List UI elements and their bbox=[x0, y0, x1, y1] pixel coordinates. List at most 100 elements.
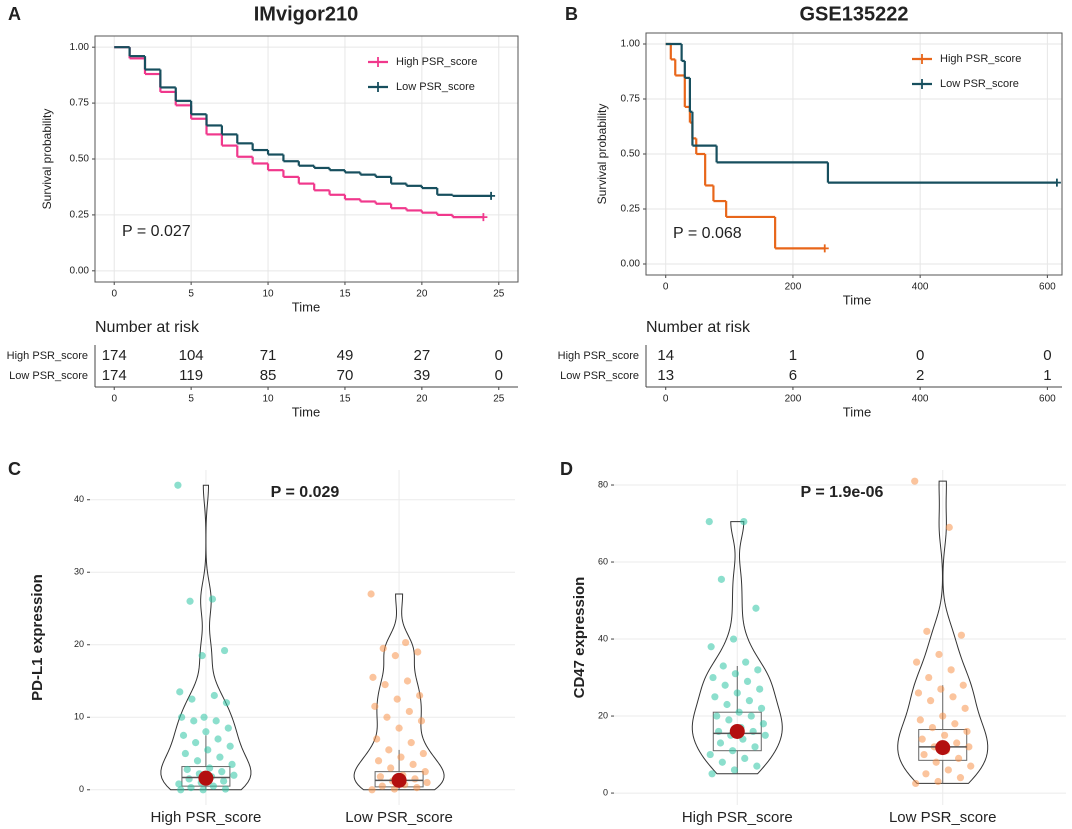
x-tick-label: 0 bbox=[111, 289, 117, 300]
jitter-point bbox=[935, 650, 943, 659]
jitter-point bbox=[717, 575, 726, 583]
jitter-point bbox=[186, 597, 194, 605]
risk-x-tick-label: 25 bbox=[493, 394, 505, 405]
x-tick-label: Low PSR_score bbox=[345, 809, 453, 826]
risk-x-tick-label: 0 bbox=[663, 394, 669, 405]
jitter-point bbox=[209, 782, 217, 790]
panel-label: C bbox=[8, 459, 21, 479]
chart-title: GSE135222 bbox=[800, 3, 909, 25]
x-tick-label: High PSR_score bbox=[150, 809, 261, 826]
jitter-point bbox=[175, 780, 183, 788]
y-tick-label: 0.00 bbox=[70, 265, 90, 276]
y-tick-label: 0 bbox=[79, 784, 84, 794]
y-tick-label: 30 bbox=[74, 567, 84, 577]
violin bbox=[160, 484, 252, 791]
jitter-point bbox=[745, 697, 754, 705]
jitter-point bbox=[761, 731, 769, 739]
jitter-point bbox=[947, 666, 955, 674]
panel-border bbox=[645, 32, 1063, 276]
jitter-point bbox=[416, 691, 424, 700]
jitter-point bbox=[393, 695, 401, 703]
jitter-point bbox=[741, 754, 749, 763]
x-tick-label: 10 bbox=[262, 289, 274, 300]
jitter-point bbox=[178, 713, 186, 721]
jitter-point bbox=[918, 735, 926, 743]
jitter-point bbox=[735, 708, 743, 716]
jitter-point bbox=[367, 590, 375, 598]
jitter-point bbox=[368, 786, 376, 794]
jitter-point bbox=[953, 739, 961, 747]
jitter-point bbox=[914, 689, 923, 697]
risk-count: 0 bbox=[495, 367, 503, 384]
jitter-point bbox=[391, 652, 399, 660]
jitter-point bbox=[409, 760, 417, 768]
x-tick-label: 400 bbox=[912, 282, 929, 293]
jitter-point bbox=[754, 666, 762, 674]
jitter-point bbox=[928, 724, 937, 732]
jitter-point bbox=[912, 779, 920, 788]
risk-count: 104 bbox=[179, 347, 204, 364]
jitter-point bbox=[208, 595, 217, 603]
risk-count: 70 bbox=[337, 367, 354, 384]
jitter-point bbox=[751, 743, 759, 751]
risk-count: 39 bbox=[414, 367, 431, 384]
jitter-point bbox=[713, 712, 721, 720]
y-tick-label: 40 bbox=[74, 494, 84, 504]
risk-row-label: High PSR_score bbox=[7, 350, 88, 362]
censor-mark bbox=[479, 213, 488, 222]
y-tick-label: 0.25 bbox=[70, 210, 90, 221]
jitter-point bbox=[753, 762, 761, 770]
x-axis-label: Time bbox=[292, 299, 320, 314]
y-axis-label: Survival probability bbox=[595, 104, 609, 205]
y-tick-label: 0.75 bbox=[70, 98, 90, 109]
mean-point bbox=[198, 770, 214, 786]
jitter-point bbox=[707, 643, 715, 651]
jitter-point bbox=[199, 786, 207, 794]
jitter-point bbox=[188, 695, 196, 703]
jitter-point bbox=[187, 783, 195, 792]
panel-label: D bbox=[560, 459, 573, 479]
jitter-point bbox=[730, 766, 739, 774]
y-axis-label: CD47 expression bbox=[571, 577, 588, 699]
jitter-point bbox=[740, 517, 748, 526]
x-tick-label: High PSR_score bbox=[682, 809, 793, 826]
jitter-point bbox=[719, 662, 727, 670]
jitter-point bbox=[379, 644, 387, 652]
jitter-point bbox=[729, 747, 737, 755]
y-tick-label: 0.50 bbox=[621, 149, 641, 160]
jitter-point bbox=[206, 764, 214, 772]
jitter-point bbox=[190, 717, 198, 725]
jitter-point bbox=[949, 693, 957, 701]
jitter-point bbox=[373, 735, 381, 743]
jitter-point bbox=[387, 764, 395, 772]
jitter-point bbox=[725, 716, 733, 724]
jitter-point bbox=[411, 775, 419, 783]
y-tick-label: 10 bbox=[74, 712, 84, 722]
jitter-point bbox=[220, 777, 228, 785]
risk-x-axis-label: Time bbox=[843, 404, 871, 419]
risk-row-label: High PSR_score bbox=[558, 350, 639, 362]
annotation: P = 0.068 bbox=[673, 225, 742, 242]
jitter-point bbox=[397, 753, 405, 761]
jitter-point bbox=[395, 724, 403, 732]
y-tick-label: 1.00 bbox=[621, 39, 641, 50]
jitter-point bbox=[204, 746, 212, 754]
risk-count: 174 bbox=[102, 347, 127, 364]
jitter-point bbox=[752, 604, 760, 612]
risk-title: Number at risk bbox=[95, 319, 200, 336]
jitter-point bbox=[226, 742, 234, 750]
jitter-point bbox=[757, 704, 766, 712]
jitter-point bbox=[932, 758, 940, 766]
x-tick-label: 600 bbox=[1039, 282, 1056, 293]
jitter-point bbox=[374, 757, 383, 765]
jitter-point bbox=[706, 750, 714, 759]
risk-row-label: Low PSR_score bbox=[9, 370, 88, 382]
jitter-point bbox=[731, 670, 740, 678]
jitter-point bbox=[402, 638, 410, 647]
jitter-point bbox=[423, 778, 431, 787]
jitter-point bbox=[916, 716, 924, 724]
risk-x-axis-label: Time bbox=[292, 404, 320, 419]
chart-title: P = 0.029 bbox=[271, 484, 340, 501]
y-tick-label: 40 bbox=[598, 633, 608, 643]
